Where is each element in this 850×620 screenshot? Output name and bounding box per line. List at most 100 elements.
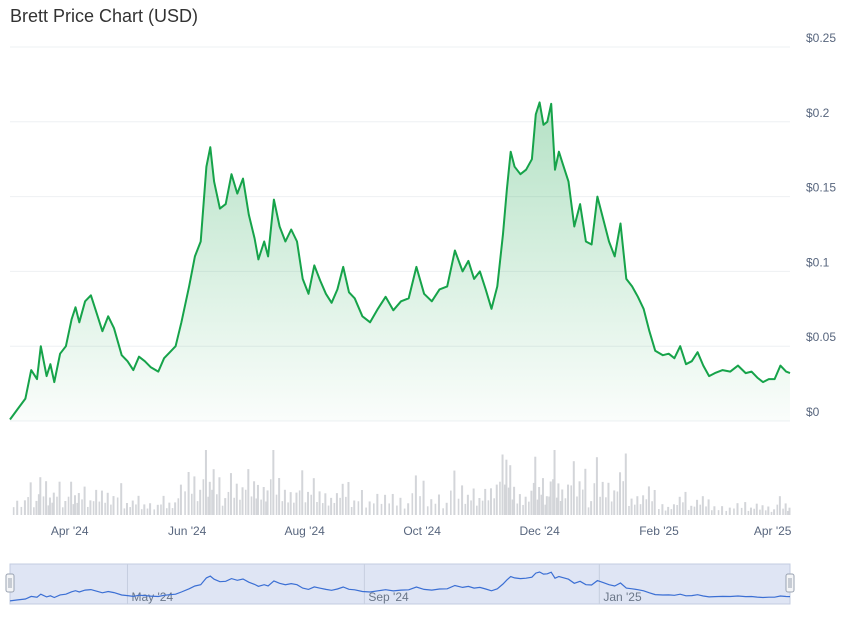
volume-bar — [487, 500, 490, 515]
volume-bar — [140, 509, 143, 515]
volume-bar — [347, 482, 350, 515]
volume-bar — [478, 498, 481, 515]
volume-bar — [384, 494, 387, 515]
volume-bar — [77, 493, 80, 515]
volume-bar — [368, 501, 371, 515]
volume-bar — [553, 450, 556, 515]
volume-bar — [191, 493, 193, 515]
volume-bar — [376, 493, 379, 515]
volume-bar — [278, 478, 281, 515]
volume-bar — [61, 507, 64, 515]
volume-bar — [304, 502, 307, 515]
volume-bar — [505, 459, 508, 515]
volume-bar — [27, 497, 29, 515]
volume-bar — [511, 499, 514, 515]
volume-bar — [538, 487, 541, 515]
volume-bar — [509, 465, 512, 515]
volume-bar — [784, 503, 787, 515]
volume-bar — [764, 510, 767, 515]
volume-bar — [664, 510, 667, 515]
volume-bar — [430, 499, 433, 515]
volume-bar — [484, 488, 487, 515]
volume-bar — [639, 504, 642, 515]
volume-bar — [707, 499, 710, 515]
volume-bar — [98, 501, 101, 515]
volume-bar — [636, 496, 639, 515]
volume-bar — [235, 483, 238, 515]
volume-bar — [595, 457, 598, 515]
volume-bar — [682, 502, 684, 515]
volume-bar — [339, 497, 341, 515]
volume-bar — [255, 498, 258, 515]
volume-bar — [782, 508, 784, 515]
volume-bar — [545, 496, 548, 515]
volume-bar — [149, 503, 152, 515]
volume-bar — [312, 478, 315, 515]
x-tick-label: Apr '24 — [51, 524, 89, 538]
volume-bar — [221, 505, 224, 515]
volume-bar — [619, 472, 622, 515]
volume-bar — [747, 510, 750, 515]
y-tick-label: $0 — [806, 405, 820, 419]
volume-bar — [403, 508, 406, 515]
chart-title: Brett Price Chart (USD) — [10, 6, 199, 26]
volume-bar — [587, 507, 590, 515]
volume-bar — [584, 468, 587, 515]
volume-bar — [162, 495, 165, 515]
volume-bar — [461, 485, 464, 515]
volume-bar — [616, 491, 619, 515]
volume-bar — [524, 496, 527, 515]
x-tick-label: Oct '24 — [403, 524, 441, 538]
volume-bar — [740, 507, 743, 515]
volume-bar — [165, 508, 168, 515]
volume-bar — [275, 494, 278, 515]
volume-bar — [298, 490, 301, 515]
volume-bar — [711, 510, 713, 515]
volume-bar — [633, 504, 636, 515]
volume-bar — [265, 501, 267, 515]
volume-bar — [160, 504, 162, 515]
volume-bar — [770, 511, 773, 515]
navigator-tick-label: Jan '25 — [603, 590, 642, 604]
x-axis: Apr '24 Jun '24 Aug '24 Oct '24 Dec '24 Feb '… — [51, 524, 792, 538]
volume-bar — [645, 499, 648, 515]
volume-bar — [37, 494, 40, 515]
volume-bar — [211, 489, 213, 515]
volume-bar — [266, 490, 269, 515]
volume-bar — [466, 494, 469, 515]
navigator-left-handle[interactable] — [5, 573, 15, 593]
volume-bar — [112, 496, 115, 515]
volume-bar — [442, 508, 444, 515]
volume-bar — [499, 481, 501, 515]
navigator-right-handle[interactable] — [785, 573, 795, 593]
volume-bar — [324, 493, 327, 515]
volume-bar — [725, 510, 728, 515]
volume-bar — [693, 506, 696, 515]
volume-bar — [196, 501, 199, 515]
volume-bar — [81, 499, 83, 515]
volume-bar — [434, 503, 437, 515]
volume-bar — [610, 501, 613, 515]
volume-bar — [316, 501, 318, 515]
volume-bar — [365, 507, 367, 515]
volume-bar — [599, 496, 601, 515]
volume-bar — [45, 481, 48, 515]
x-tick-label: Apr '25 — [754, 524, 792, 538]
volume-bar — [624, 453, 627, 515]
volume-bar — [419, 496, 421, 515]
volume-bar — [690, 505, 693, 515]
volume-bar — [470, 500, 472, 515]
volume-bar — [380, 503, 383, 515]
volume-bar — [570, 485, 573, 515]
volume-bar — [457, 498, 460, 515]
volume-bar — [373, 503, 375, 515]
volume-bar — [143, 504, 146, 515]
y-tick-label: $0.15 — [806, 181, 836, 195]
volume-bar — [670, 509, 673, 515]
volume-bar — [330, 497, 333, 515]
range-navigator[interactable]: May '24 Sep '24 Jan '25 — [5, 563, 795, 605]
price-line — [9, 101, 791, 421]
volume-bar — [33, 507, 35, 515]
volume-bar — [518, 494, 521, 515]
volume-bar — [250, 496, 253, 515]
